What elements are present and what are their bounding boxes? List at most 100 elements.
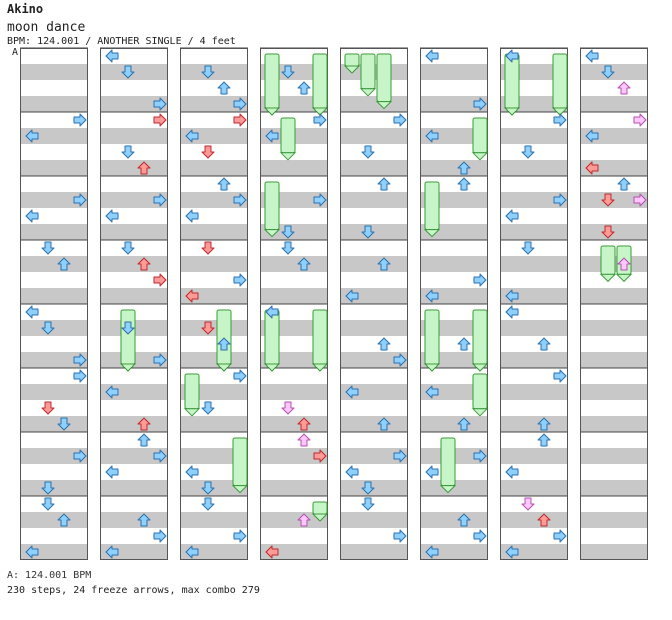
beat-stripe [420,128,488,144]
beat-stripe [20,48,88,64]
down-arrow-icon [601,193,615,207]
down-arrow-icon [521,145,535,159]
up-arrow-icon [537,417,551,431]
right-arrow-icon [233,529,247,543]
beat-stripe [500,368,568,384]
down-arrow-icon [121,145,135,159]
left-arrow-icon [105,385,119,399]
freeze-arrow [312,501,328,515]
beat-stripe [420,48,488,64]
beat-stripe [340,544,408,560]
right-arrow-icon [153,97,167,111]
up-arrow-icon [457,177,471,191]
right-arrow-icon [153,113,167,127]
freeze-tail [439,485,457,494]
beat-stripe [20,352,88,368]
freeze-tail [423,363,441,372]
beat-stripe [260,384,328,400]
beat-stripe [180,272,248,288]
left-arrow-icon [505,545,519,559]
beat-stripe [20,96,88,112]
chart-meta: BPM: 124.001 / ANOTHER SINGLE / 4 feet [7,36,236,47]
beat-stripe [100,448,168,464]
down-arrow-icon [57,417,71,431]
left-arrow-icon [25,129,39,143]
freeze-tail [263,107,281,116]
beat-stripe [340,160,408,176]
freeze-arrow [376,53,392,103]
beat-stripe [100,128,168,144]
left-arrow-icon [185,129,199,143]
up-arrow-icon [617,257,631,271]
beat-stripe [340,128,408,144]
freeze-tail [471,152,489,161]
up-arrow-icon [217,337,231,351]
beat-stripe [180,528,248,544]
beat-stripe [420,64,488,80]
beat-stripe [20,368,88,384]
beat-stripe [180,464,248,480]
beat-stripe [20,176,88,192]
left-arrow-icon [425,385,439,399]
right-arrow-icon [233,369,247,383]
left-arrow-icon [425,289,439,303]
right-arrow-icon [633,113,647,127]
freeze-tail [423,229,441,238]
beat-stripe [260,256,328,272]
beat-stripe [180,176,248,192]
beat-stripe [260,528,328,544]
beat-stripe [500,512,568,528]
beat-stripe [20,416,88,432]
right-arrow-icon [73,369,87,383]
freeze-tail [231,485,249,494]
beat-stripe [580,176,648,192]
beat-stripe [340,368,408,384]
up-arrow-icon [617,81,631,95]
freeze-arrow [216,309,232,365]
beat-stripe [100,480,168,496]
beat-stripe [180,352,248,368]
freeze-arrow [440,437,456,487]
beat-stripe [340,96,408,112]
beat-stripe [180,112,248,128]
beat-stripe [180,432,248,448]
beat-stripe [500,320,568,336]
down-arrow-icon [201,65,215,79]
up-arrow-icon [457,513,471,527]
up-arrow-icon [57,257,71,271]
beat-stripe [100,496,168,512]
freeze-tail [615,273,633,283]
beat-stripe [180,512,248,528]
beat-stripe [100,528,168,544]
chart-column [180,47,248,560]
freeze-arrow [312,309,328,365]
beat-stripe [260,368,328,384]
up-arrow-icon [297,513,311,527]
beat-stripe [580,448,648,464]
freeze-arrow [472,309,488,365]
chart-column [20,47,88,560]
right-arrow-icon [153,353,167,367]
up-arrow-icon [297,257,311,271]
freeze-arrow [600,245,616,275]
beat-stripe [500,224,568,240]
down-arrow-icon [121,65,135,79]
beat-stripe [580,496,648,512]
beat-stripe [100,192,168,208]
freeze-tail [551,107,569,116]
beat-stripe [100,160,168,176]
left-arrow-icon [505,465,519,479]
freeze-tail [279,152,297,161]
freeze-arrow [472,117,488,154]
freeze-tail [599,273,617,283]
beat-stripe [20,432,88,448]
beat-stripe [420,288,488,304]
left-arrow-icon [425,545,439,559]
freeze-arrow [472,373,488,410]
beat-stripe [500,192,568,208]
column-border [580,48,648,560]
right-arrow-icon [633,193,647,207]
beat-stripe [180,256,248,272]
right-arrow-icon [473,529,487,543]
